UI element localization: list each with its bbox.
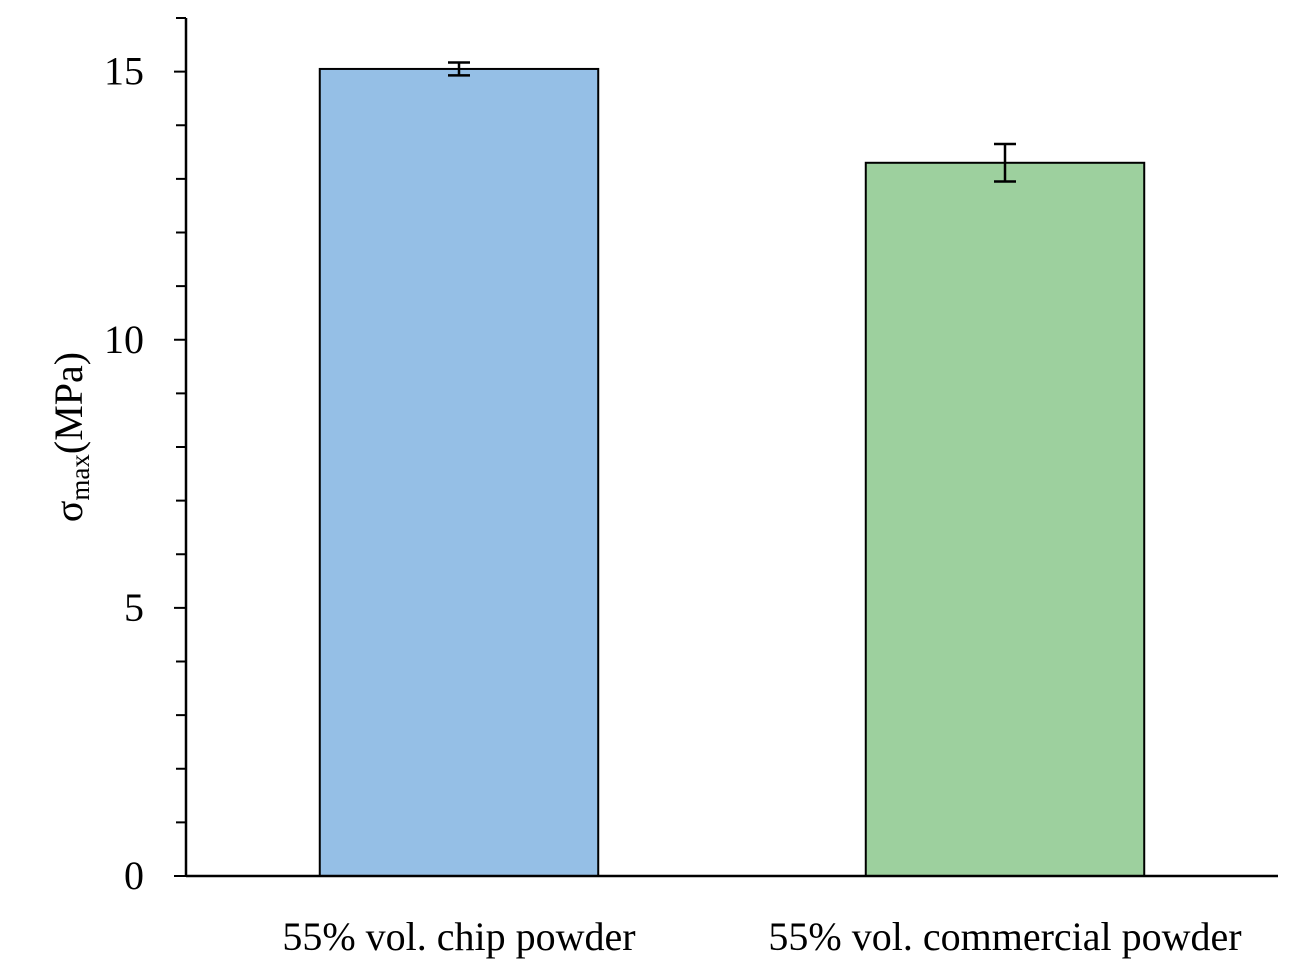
- category-label-1: 55% vol. chip powder: [282, 914, 635, 959]
- error-bars-layer: [448, 61, 1016, 183]
- y-tick-label: 15: [104, 49, 144, 94]
- y-axis-symbol: σ: [46, 501, 91, 523]
- y-axis-subscript: max: [65, 454, 95, 501]
- error-bar-2: [994, 142, 1016, 183]
- y-ticks-layer: 0 5 10 15: [104, 17, 186, 898]
- y-tick-label: 5: [124, 585, 144, 630]
- bar-1: [318, 67, 600, 878]
- y-tick-label: 10: [104, 317, 144, 362]
- bar-2: [864, 161, 1146, 878]
- category-label-2: 55% vol. commercial powder: [768, 914, 1241, 959]
- error-bar-1: [448, 61, 470, 77]
- y-axis-title: σmax(MPa): [46, 352, 95, 522]
- y-axis-unit: (MPa): [46, 352, 91, 454]
- y-tick-label: 0: [124, 853, 144, 898]
- category-labels-layer: 55% vol. chip powder 55% vol. commercial …: [282, 914, 1241, 959]
- bars-layer: [318, 67, 1146, 878]
